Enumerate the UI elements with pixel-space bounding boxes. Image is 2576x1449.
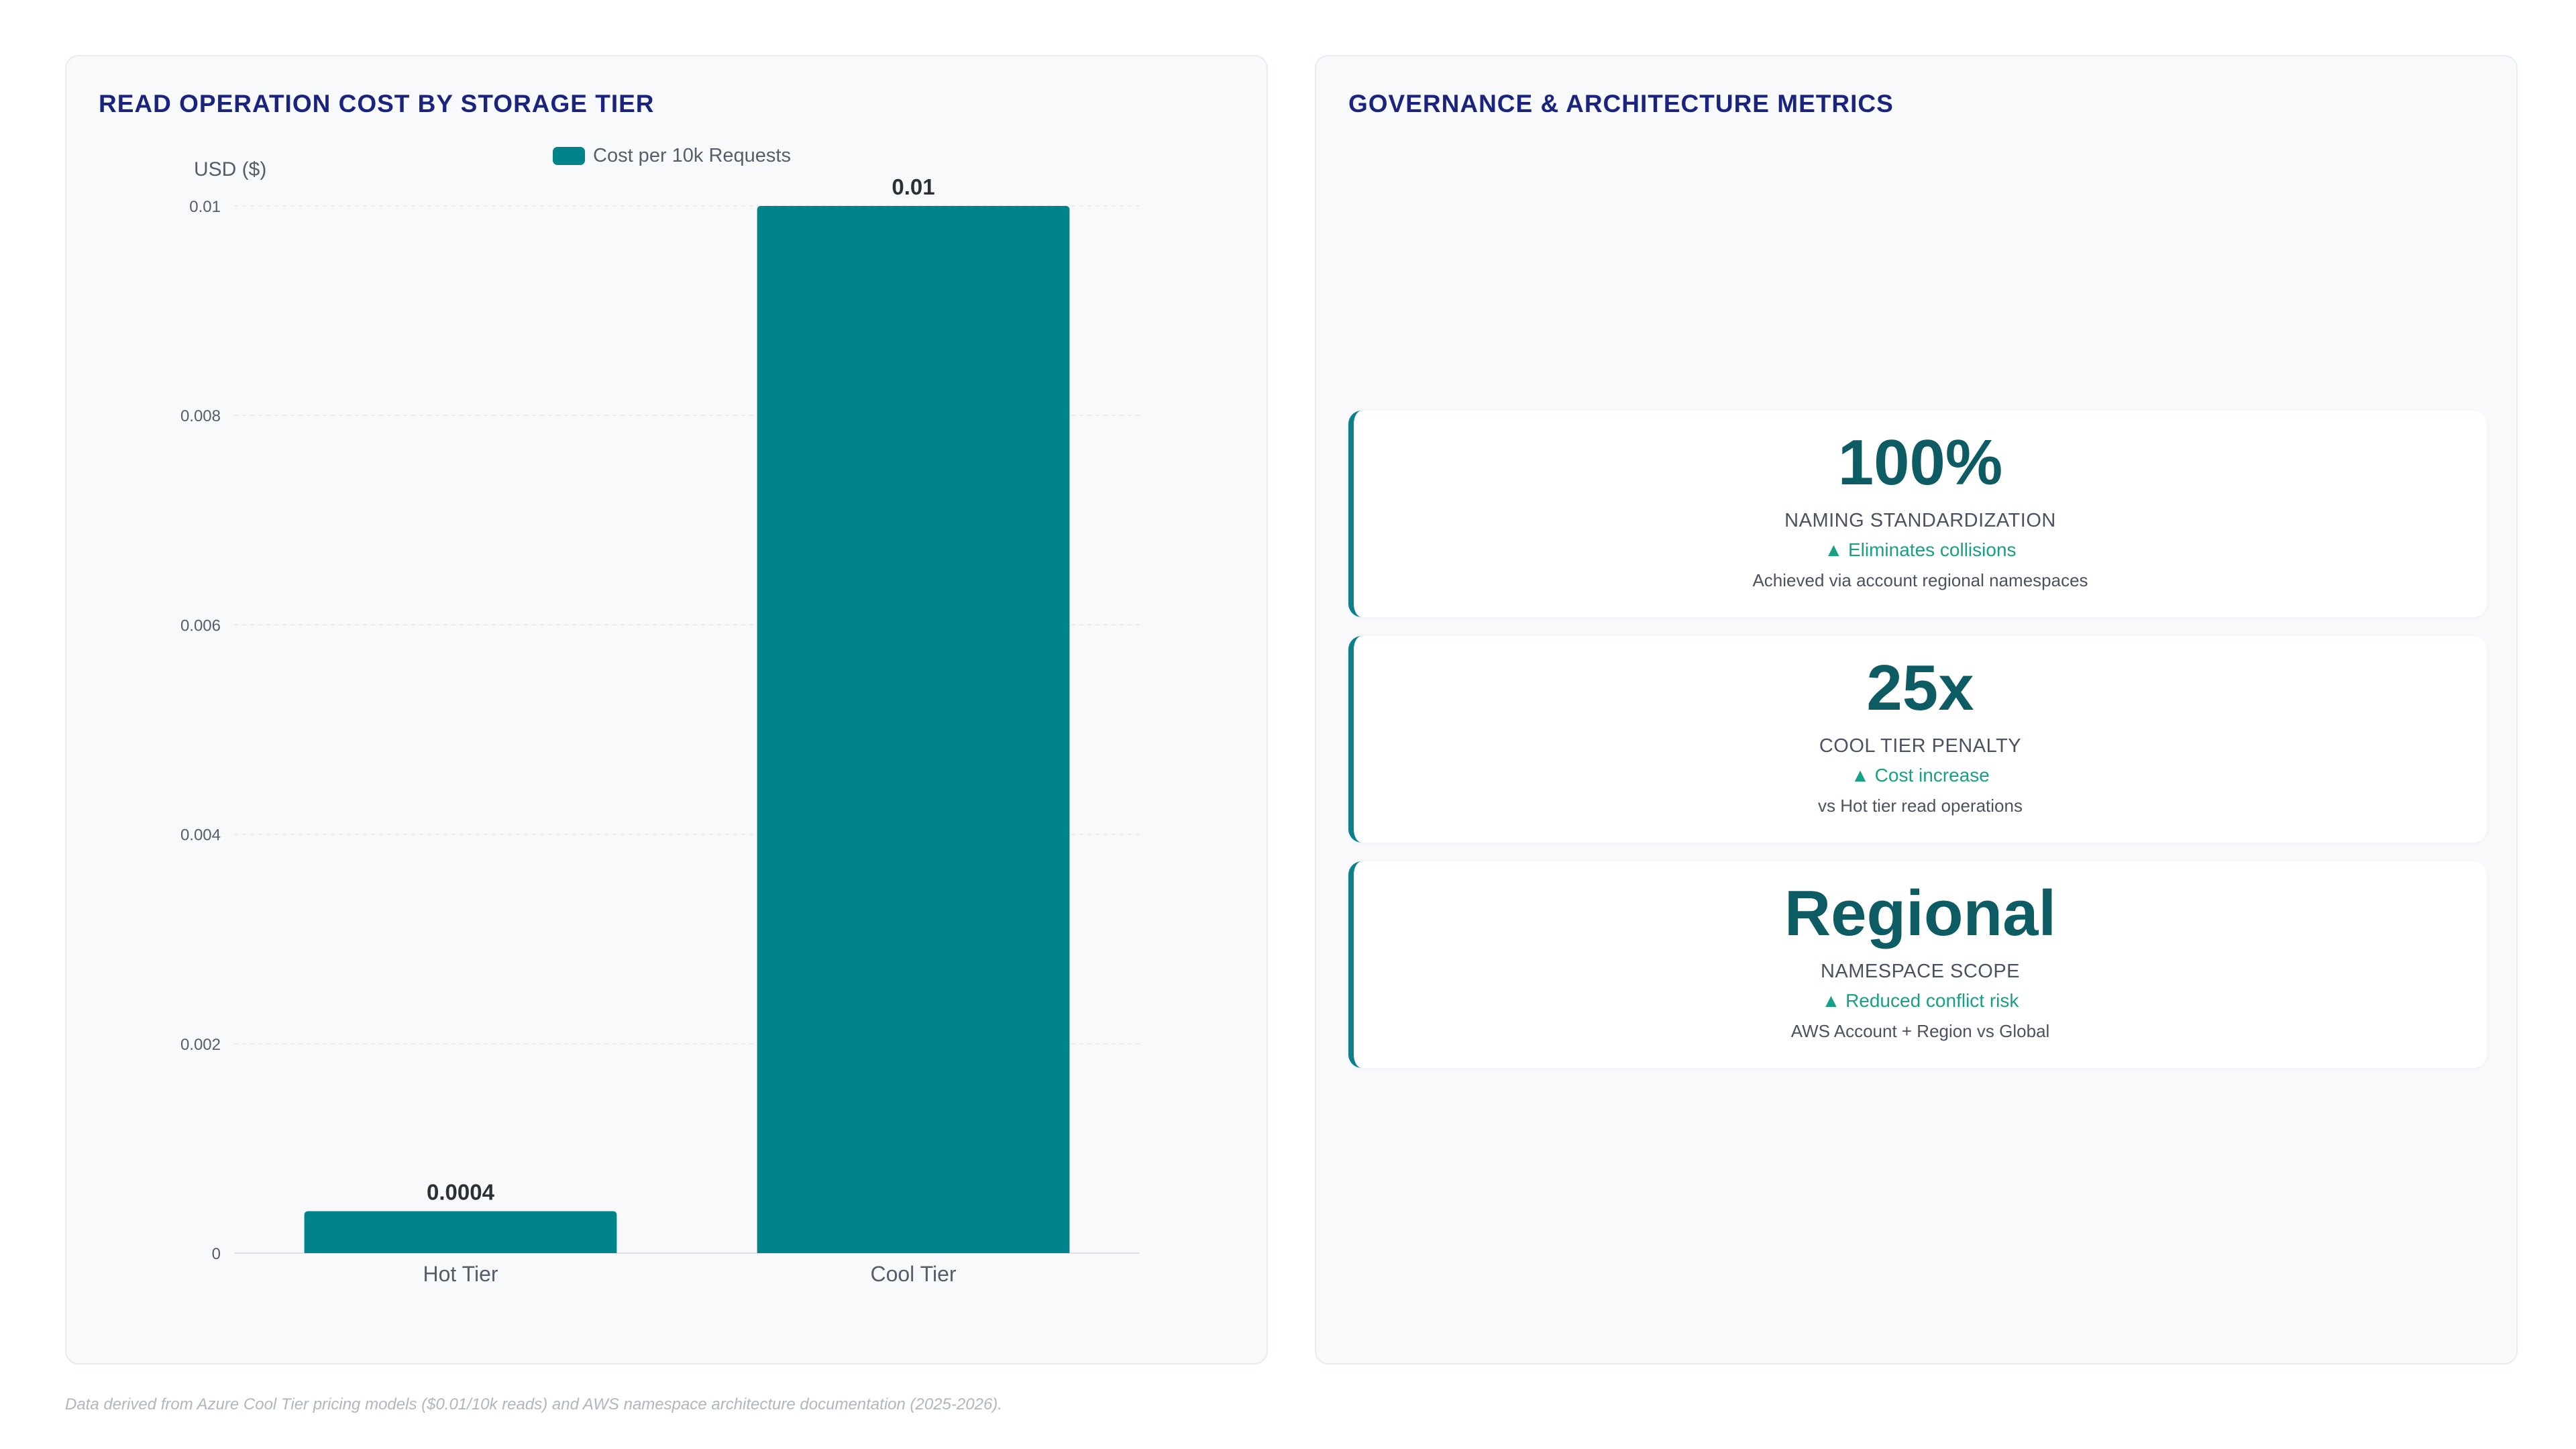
kpi-trend: ▲ Eliminates collisions [1824, 539, 2017, 560]
y-axis-title: USD ($) [194, 158, 266, 180]
footnote: Data derived from Azure Cool Tier pricin… [65, 1395, 1002, 1413]
kpi-value: 25x [1866, 652, 1974, 724]
x-tick-label: Cool Tier [870, 1262, 956, 1286]
bar [757, 206, 1070, 1253]
y-tick-label: 0.002 [180, 1036, 221, 1054]
kpi-description: vs Hot tier read operations [1818, 796, 2023, 816]
kpi-value: 100% [1837, 427, 2003, 498]
kpi-card-naming: 100% NAMING STANDARDIZATION ▲ Eliminates… [1348, 411, 2487, 617]
legend-label: Cost per 10k Requests [593, 145, 791, 166]
kpi-label: NAMING STANDARDIZATION [1784, 510, 2056, 531]
legend-swatch [553, 147, 585, 165]
kpi-trend: ▲ Cost increase [1851, 765, 1990, 786]
kpi-description: Achieved via account regional namespaces [1752, 570, 2088, 590]
kpi-description: AWS Account + Region vs Global [1790, 1021, 2050, 1041]
kpi-label: NAMESPACE SCOPE [1820, 961, 2021, 982]
y-tick-label: 0.004 [180, 826, 221, 845]
y-tick-label: 0 [212, 1245, 221, 1263]
bar [304, 1211, 617, 1253]
kpi-trend: ▲ Reduced conflict risk [1821, 990, 2019, 1011]
y-tick-label: 0.008 [180, 407, 221, 425]
metrics-panel-title: GOVERNANCE & ARCHITECTURE METRICS [1348, 90, 1894, 117]
data-label: 0.01 [892, 174, 934, 199]
x-tick-label: Hot Tier [423, 1262, 498, 1286]
chart-panel: READ OPERATION COST BY STORAGE TIER 0 0.0… [65, 55, 1268, 1364]
data-label: 0.0004 [427, 1180, 495, 1205]
y-tick-label: 0.01 [189, 198, 221, 216]
bar-chart: 0 0.002 0.004 0.006 0.008 0.01 USD ($) Cost per… [180, 145, 1140, 1286]
kpi-value: Regional [1784, 877, 2057, 949]
kpi-label: COOL TIER PENALTY [1819, 735, 2022, 757]
y-tick-label: 0.006 [180, 616, 221, 635]
metrics-panel: GOVERNANCE & ARCHITECTURE METRICS 100% N… [1315, 55, 2518, 1364]
kpi-card-namespace: Regional NAMESPACE SCOPE ▲ Reduced confl… [1348, 861, 2487, 1068]
kpi-card-cool-tier: 25x COOL TIER PENALTY ▲ Cost increase vs… [1348, 636, 2487, 843]
chart-panel-title: READ OPERATION COST BY STORAGE TIER [99, 90, 655, 117]
